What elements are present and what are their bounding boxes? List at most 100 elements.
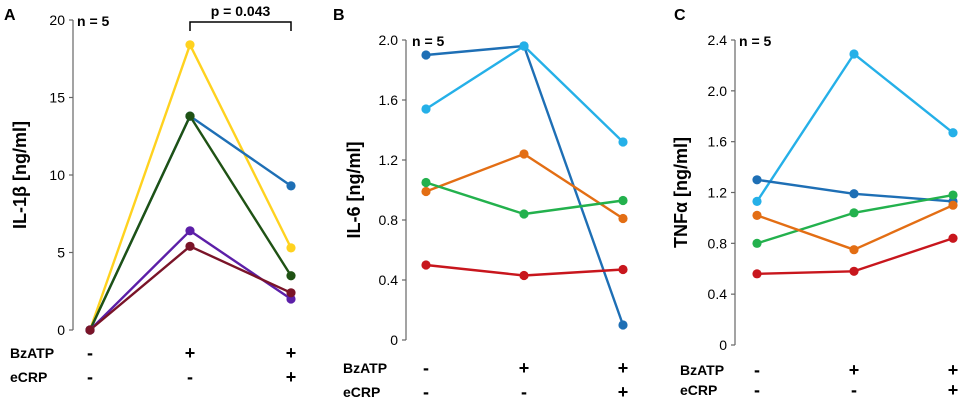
- data-point-A-2-3: [286, 181, 296, 191]
- data-point-B-3-2: [519, 149, 529, 159]
- data-point-A-3-2: [185, 111, 195, 121]
- ecrp-symbol-A-2: -: [187, 367, 193, 387]
- ecrp-symbol-A-3: +: [286, 367, 297, 387]
- panel-C: C 0 0.4 0.8 1.2 1.6 2.0 2.4 TNFα [ng/ml] n = 5 BzA…: [671, 7, 958, 400]
- y-tick-label-B-3: 1.2: [379, 152, 399, 168]
- bzatp-symbol-C-1: -: [754, 360, 760, 380]
- data-point-C-1-2: [849, 49, 859, 59]
- data-point-C-4-2: [849, 245, 859, 255]
- significance-bracket-A: [189, 21, 292, 31]
- data-point-C-1-1: [752, 196, 762, 206]
- y-tick-label-B-5: 2.0: [379, 32, 399, 48]
- series-line-A-1: [88, 43, 293, 331]
- ecrp-symbol-B-2: -: [521, 382, 527, 401]
- ecrp-symbol-B-1: -: [423, 382, 429, 401]
- data-point-A-5-3: [286, 288, 296, 298]
- series-line-B-1: [425, 44, 625, 326]
- data-point-A-1-3: [286, 243, 296, 253]
- y-tick-label-B-0: 0: [390, 332, 398, 348]
- series-line-A-2: [88, 114, 292, 331]
- data-point-A-5-1: [85, 325, 95, 335]
- y-axis-label-C: TNFα [ng/ml]: [671, 137, 691, 248]
- y-tick-label-C-5: 2.0: [708, 83, 728, 99]
- y-axis-label-B: IL-6 [ng/ml]: [344, 142, 364, 239]
- data-point-B-3-1: [421, 186, 431, 197]
- series-line-A-3: [88, 114, 293, 331]
- data-point-C-5-2: [849, 266, 859, 276]
- y-tick-label-B-4: 1.6: [379, 92, 399, 108]
- ecrp-symbol-A-1: -: [87, 367, 93, 387]
- data-point-B-4-3: [618, 195, 628, 206]
- y-tick-label-A-4: 20: [49, 12, 65, 28]
- panel-letter-A: A: [4, 7, 16, 24]
- data-point-C-3-3: [948, 190, 958, 200]
- bzatp-symbol-B-1: -: [423, 358, 429, 378]
- series-line-C-1: [755, 52, 954, 203]
- y-tick-label-A-2: 10: [49, 167, 65, 183]
- data-point-B-2-1: [421, 104, 431, 114]
- data-point-B-4-2: [519, 209, 529, 219]
- data-point-A-5-2: [185, 241, 195, 251]
- bzatp-symbol-A-1: -: [87, 343, 93, 363]
- y-tick-label-C-3: 1.2: [708, 185, 728, 201]
- significance-label-A: p = 0.043: [211, 3, 271, 19]
- data-point-B-5-3: [618, 264, 628, 275]
- data-point-C-3-1: [752, 238, 762, 248]
- data-point-B-1-1: [421, 50, 431, 60]
- y-tick-label-C-6: 2.4: [708, 32, 728, 48]
- n-label-B: n = 5: [412, 33, 445, 49]
- series-line-B-3: [425, 152, 624, 220]
- data-point-C-5-3: [948, 233, 958, 243]
- y-tick-label-C-2: 0.8: [708, 235, 728, 251]
- bzatp-symbol-A-2: +: [185, 343, 196, 363]
- y-tick-label-C-0: 0: [719, 337, 727, 353]
- bzatp-label-A: BzATP: [10, 345, 54, 361]
- data-point-C-4-3: [948, 200, 958, 210]
- bzatp-symbol-A-3: +: [286, 343, 297, 363]
- panel-B: B 0 0.4 0.8 1.2 1.6 2.0 IL-6 [ng/ml] n = 5 BzATP -…: [333, 7, 629, 402]
- n-label-A: n = 5: [77, 13, 110, 29]
- n-label-C: n = 5: [739, 33, 772, 49]
- bzatp-symbol-B-2: +: [519, 358, 530, 378]
- data-point-C-1-3: [948, 128, 958, 138]
- data-point-A-4-2: [185, 226, 195, 236]
- data-point-C-5-1: [752, 269, 762, 279]
- data-point-B-3-3: [618, 213, 628, 224]
- bzatp-symbol-C-2: +: [849, 360, 860, 380]
- y-tick-label-C-1: 0.4: [708, 286, 728, 302]
- data-point-C-2-1: [752, 175, 762, 185]
- y-tick-label-C-4: 1.6: [708, 134, 728, 150]
- bzatp-symbol-C-3: +: [948, 360, 959, 380]
- data-point-B-5-1: [421, 260, 431, 270]
- panel-letter-B: B: [333, 7, 345, 24]
- data-point-C-3-2: [849, 208, 859, 218]
- data-point-B-5-2: [519, 270, 529, 281]
- y-axis-label-A: IL-1β [ng/ml]: [10, 121, 30, 229]
- bzatp-label-B: BzATP: [343, 360, 387, 376]
- data-point-A-1-2: [185, 40, 195, 50]
- panel-A: A 0 5 10 15 20 IL-1β [ng/ml] n = 5 p = 0.043 BzAT…: [4, 3, 296, 387]
- y-tick-label-A-0: 0: [57, 322, 65, 338]
- y-tick-label-A-3: 15: [49, 90, 65, 106]
- data-point-A-3-3: [286, 271, 296, 281]
- data-point-B-4-1: [421, 177, 431, 188]
- y-tick-label-B-2: 0.8: [379, 212, 399, 228]
- y-tick-label-A-1: 5: [57, 245, 65, 261]
- ecrp-label-C: eCRP: [680, 382, 717, 398]
- ecrp-symbol-C-1: -: [754, 380, 760, 400]
- y-tick-label-B-1: 0.4: [379, 272, 399, 288]
- data-point-B-1-3: [618, 320, 628, 330]
- series-line-A-5: [89, 245, 292, 331]
- ecrp-symbol-B-3: +: [618, 382, 629, 401]
- ecrp-label-B: eCRP: [343, 384, 380, 400]
- ecrp-symbol-C-2: -: [851, 380, 857, 400]
- panel-letter-C: C: [674, 7, 686, 24]
- series-line-B-2: [425, 44, 624, 143]
- data-point-B-2-3: [618, 137, 628, 147]
- bzatp-symbol-B-3: +: [618, 358, 629, 378]
- data-point-B-2-2: [519, 41, 529, 51]
- data-point-C-2-2: [849, 189, 859, 199]
- ecrp-label-A: eCRP: [10, 369, 47, 385]
